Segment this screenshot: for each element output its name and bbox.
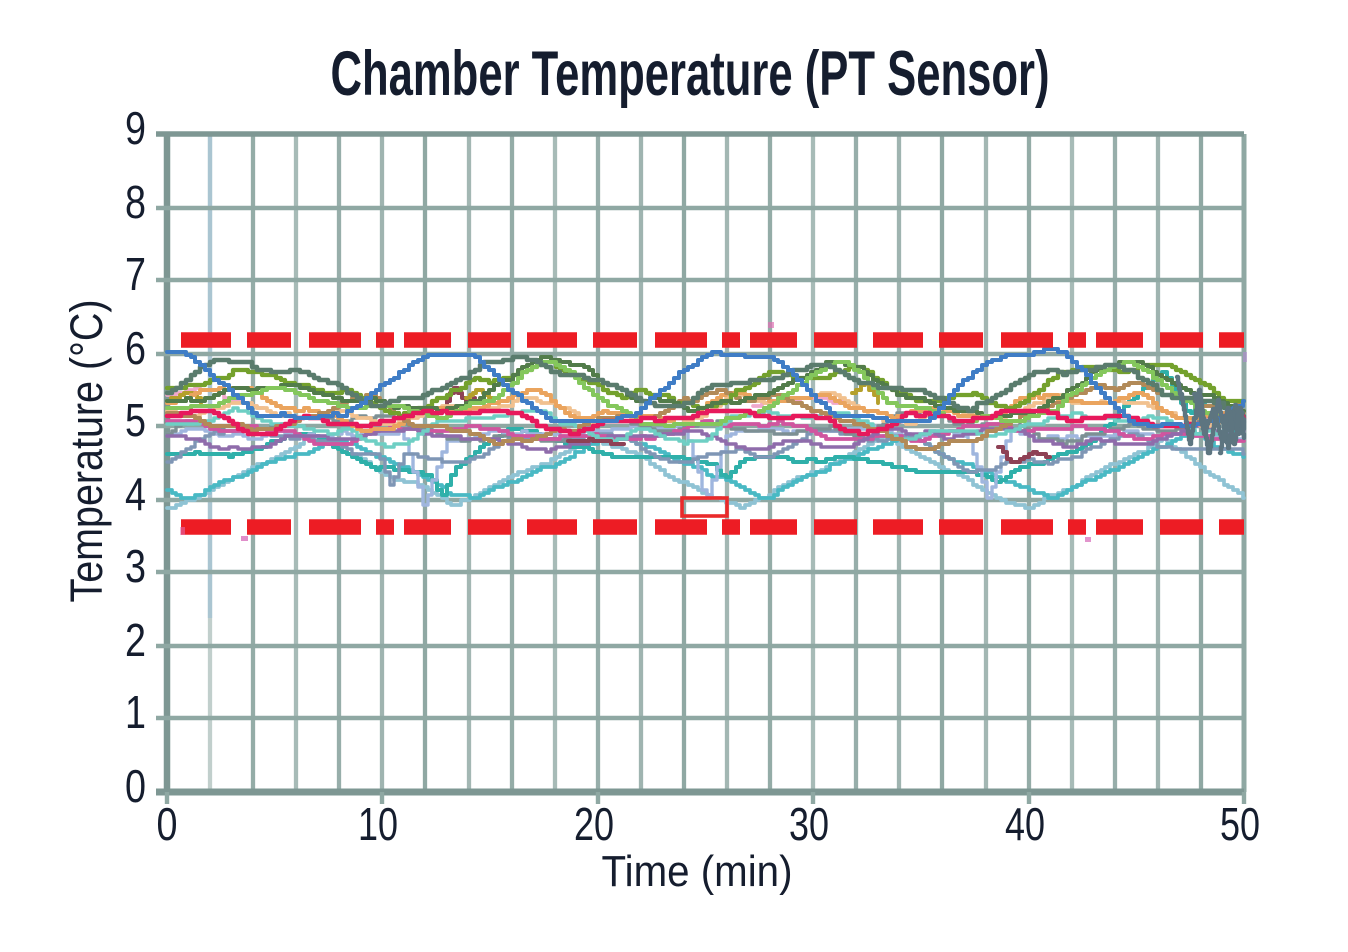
svg-text:50: 50 <box>1220 798 1260 850</box>
svg-text:3: 3 <box>125 540 146 592</box>
svg-text:30: 30 <box>789 798 829 850</box>
svg-text:7: 7 <box>125 248 146 300</box>
svg-text:0: 0 <box>125 760 146 812</box>
svg-text:20: 20 <box>574 798 614 850</box>
svg-text:5: 5 <box>125 394 146 446</box>
svg-text:1: 1 <box>125 686 146 738</box>
svg-text:6: 6 <box>125 322 146 374</box>
svg-text:40: 40 <box>1005 798 1045 850</box>
svg-text:10: 10 <box>358 798 398 850</box>
svg-text:8: 8 <box>125 176 146 228</box>
svg-text:9: 9 <box>125 102 146 154</box>
svg-text:Temperature (°C): Temperature (°C) <box>61 300 112 603</box>
svg-text:2: 2 <box>125 614 146 666</box>
svg-text:0: 0 <box>157 798 178 850</box>
svg-text:4: 4 <box>125 468 146 520</box>
svg-text:Time (min): Time (min) <box>602 847 793 896</box>
svg-text:Chamber Temperature (PT Sensor: Chamber Temperature (PT Sensor) <box>331 39 1050 109</box>
